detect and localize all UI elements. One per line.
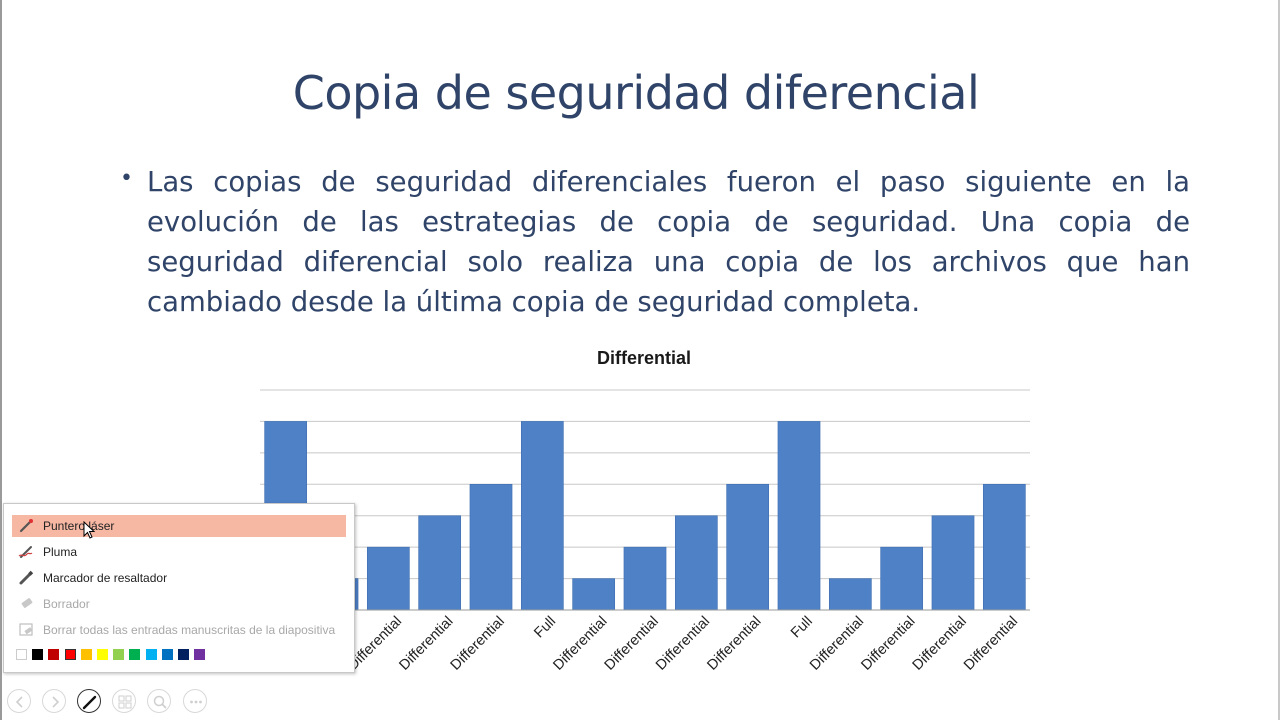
color-swatch[interactable] bbox=[194, 649, 206, 660]
menu-item-label: Marcador de resaltador bbox=[43, 571, 168, 585]
chart-bar bbox=[469, 483, 513, 611]
color-swatch[interactable] bbox=[145, 649, 157, 660]
see-all-slides-button[interactable] bbox=[112, 689, 136, 713]
next-slide-button[interactable] bbox=[42, 689, 66, 713]
color-swatch[interactable] bbox=[129, 649, 141, 660]
more-options-icon bbox=[190, 700, 202, 704]
pen-tools-button[interactable] bbox=[77, 689, 101, 713]
x-tick-label: Differential bbox=[704, 614, 764, 674]
chart-bar bbox=[982, 483, 1026, 611]
x-tick-label: Full bbox=[531, 614, 559, 642]
color-swatch[interactable] bbox=[161, 649, 173, 660]
highlighter-icon bbox=[19, 570, 34, 585]
x-tick-label: Differential bbox=[961, 614, 1021, 674]
menu-item-highlighter[interactable]: Marcador de resaltador bbox=[12, 567, 346, 589]
color-swatch[interactable] bbox=[80, 649, 92, 660]
chart-bar bbox=[572, 578, 616, 611]
color-swatch[interactable] bbox=[32, 649, 44, 660]
chart-title: Differential bbox=[597, 348, 691, 368]
pen-icon bbox=[18, 546, 33, 558]
chart-bar bbox=[726, 483, 770, 611]
bullet-text: Las copias de seguridad diferenciales fu… bbox=[147, 166, 1190, 318]
menu-item-laser-pointer[interactable]: Puntero láser bbox=[12, 515, 346, 537]
previous-icon bbox=[15, 696, 23, 708]
erase-all-ink-icon bbox=[19, 623, 33, 636]
mouse-cursor-icon bbox=[83, 521, 96, 539]
chart-bar bbox=[931, 515, 975, 611]
color-swatch[interactable] bbox=[16, 649, 27, 660]
chart-bar bbox=[623, 546, 667, 611]
color-swatch[interactable] bbox=[48, 649, 60, 660]
bullet-dot-icon: • bbox=[120, 166, 133, 191]
x-axis-tick-labels: FullDifferentialDifferentialDifferential… bbox=[275, 614, 1022, 674]
slideshow-toolbar bbox=[0, 686, 230, 720]
menu-item-pen[interactable]: Pluma bbox=[12, 541, 346, 563]
eraser-icon bbox=[21, 598, 33, 608]
color-swatch[interactable] bbox=[178, 649, 189, 660]
annotation-menu: Puntero láser Pluma Marcador de resaltad… bbox=[3, 503, 355, 673]
chart-bar bbox=[828, 578, 872, 611]
laser-pointer-icon bbox=[19, 519, 33, 533]
menu-item-label: Pluma bbox=[43, 545, 78, 559]
zoom-icon bbox=[153, 695, 167, 709]
x-tick-label: Differential bbox=[910, 614, 970, 674]
slide-title: Copia de seguridad diferencial bbox=[292, 66, 980, 120]
chart-bar bbox=[880, 546, 924, 611]
menu-item-label: Puntero láser bbox=[43, 519, 115, 533]
menu-item-erase-all-ink[interactable]: Borrar todas las entradas manuscritas de… bbox=[12, 619, 346, 641]
zoom-button[interactable] bbox=[147, 689, 171, 713]
color-swatch[interactable] bbox=[97, 649, 108, 660]
x-tick-label: Full bbox=[788, 614, 816, 642]
chart-bar bbox=[777, 421, 821, 611]
menu-item-eraser[interactable]: Borrador bbox=[12, 593, 346, 615]
previous-slide-button[interactable] bbox=[7, 689, 31, 713]
chart-bar bbox=[674, 515, 718, 611]
x-tick-label: Differential bbox=[448, 614, 508, 674]
x-tick-label: Differential bbox=[807, 614, 867, 674]
menu-item-label: Borrar todas las entradas manuscritas de… bbox=[43, 623, 336, 637]
more-options-button[interactable] bbox=[183, 689, 207, 713]
x-tick-label: Differential bbox=[396, 614, 456, 674]
chart-bar bbox=[520, 421, 564, 611]
x-tick-label: Differential bbox=[602, 614, 662, 674]
menu-item-label: Borrador bbox=[43, 597, 90, 611]
chart-bar bbox=[418, 515, 462, 611]
pen-icon bbox=[82, 695, 97, 710]
chart-bar bbox=[366, 546, 410, 611]
x-tick-label: Differential bbox=[550, 614, 610, 674]
x-tick-label: Differential bbox=[653, 614, 713, 674]
color-swatch[interactable] bbox=[64, 649, 76, 660]
x-tick-label: Differential bbox=[858, 614, 918, 674]
see-all-slides-icon bbox=[118, 695, 132, 709]
color-swatch[interactable] bbox=[113, 649, 125, 660]
next-icon bbox=[52, 696, 60, 708]
